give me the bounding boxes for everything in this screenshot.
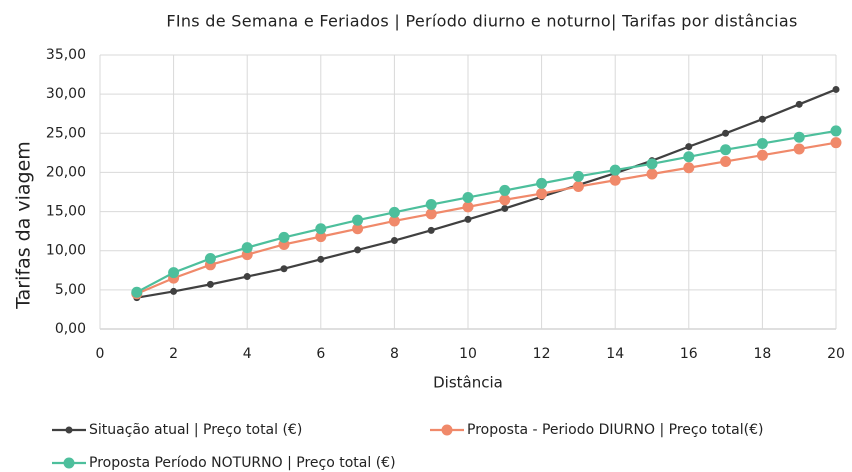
x-tick-label: 4: [243, 346, 252, 362]
data-point: [462, 191, 474, 203]
series-line: [136, 129, 837, 294]
data-point: [464, 215, 472, 223]
data-point: [758, 115, 766, 123]
data-point: [241, 242, 253, 254]
y-axis-label: Tarifas da viagem: [13, 141, 35, 310]
y-tick-label: 10,00: [46, 243, 86, 259]
data-point: [425, 199, 437, 211]
data-point: [427, 226, 435, 234]
legend-label: Proposta - Periodo DIURNO | Preço total(…: [467, 422, 763, 438]
x-tick-label: 6: [316, 346, 325, 362]
data-point: [722, 129, 730, 137]
data-point: [390, 237, 398, 245]
data-point: [388, 206, 400, 218]
x-tick-label: 20: [827, 346, 845, 362]
data-point: [317, 255, 325, 263]
data-point: [830, 137, 842, 149]
data-point: [830, 125, 842, 137]
data-point: [168, 267, 180, 279]
data-point: [685, 143, 693, 151]
data-point: [462, 201, 474, 213]
chart-title: FIns de Semana e Feriados | Período diur…: [166, 12, 797, 31]
legend-marker: [441, 424, 453, 436]
series-line: [136, 88, 837, 299]
y-tick-label: 0,00: [55, 321, 86, 337]
y-tick-label: 5,00: [55, 282, 86, 298]
x-tick-label: 10: [459, 346, 477, 362]
data-point: [795, 100, 803, 108]
data-point: [352, 223, 364, 235]
data-point: [609, 164, 621, 176]
data-point: [352, 214, 364, 226]
data-point: [499, 194, 511, 206]
y-tick-label: 35,00: [46, 47, 86, 63]
data-point: [536, 188, 548, 200]
x-axis-label: Distância: [433, 374, 503, 392]
data-point: [572, 181, 584, 193]
data-point: [646, 158, 658, 170]
data-point: [499, 184, 511, 196]
data-point: [280, 265, 288, 273]
data-point: [315, 223, 327, 235]
legend-label: Proposta Período NOTURNO | Preço total (…: [89, 455, 396, 471]
data-point: [315, 231, 327, 243]
y-tick-label: 20,00: [46, 164, 86, 180]
data-point: [756, 149, 768, 161]
data-point: [131, 286, 143, 298]
x-tick-label: 14: [606, 346, 624, 362]
data-point: [683, 151, 695, 163]
y-tick-label: 25,00: [46, 125, 86, 141]
x-tick-label: 16: [680, 346, 698, 362]
data-point: [278, 231, 290, 243]
data-point: [720, 155, 732, 167]
x-tick-label: 12: [533, 346, 551, 362]
y-tick-label: 30,00: [46, 86, 86, 102]
data-point: [388, 215, 400, 227]
data-point: [720, 144, 732, 156]
data-point: [756, 137, 768, 149]
data-point: [572, 170, 584, 182]
data-point: [354, 246, 362, 254]
data-point: [646, 168, 658, 180]
x-tick-label: 18: [753, 346, 771, 362]
data-point: [204, 253, 216, 265]
data-point: [425, 208, 437, 220]
series-line: [136, 141, 837, 295]
legend-marker: [63, 457, 75, 469]
x-tick-label: 0: [96, 346, 105, 362]
data-point: [501, 204, 509, 212]
data-point: [243, 273, 251, 281]
legend-label: Situação atual | Preço total (€): [89, 422, 302, 438]
data-point: [832, 85, 840, 93]
data-point: [793, 143, 805, 155]
data-point: [206, 280, 214, 288]
data-point: [170, 287, 178, 295]
data-point: [793, 131, 805, 143]
x-tick-label: 8: [390, 346, 399, 362]
x-tick-label: 2: [169, 346, 178, 362]
data-point: [609, 174, 621, 186]
y-tick-label: 15,00: [46, 204, 86, 220]
data-point: [683, 162, 695, 174]
legend-marker: [65, 426, 73, 434]
data-point: [536, 177, 548, 189]
